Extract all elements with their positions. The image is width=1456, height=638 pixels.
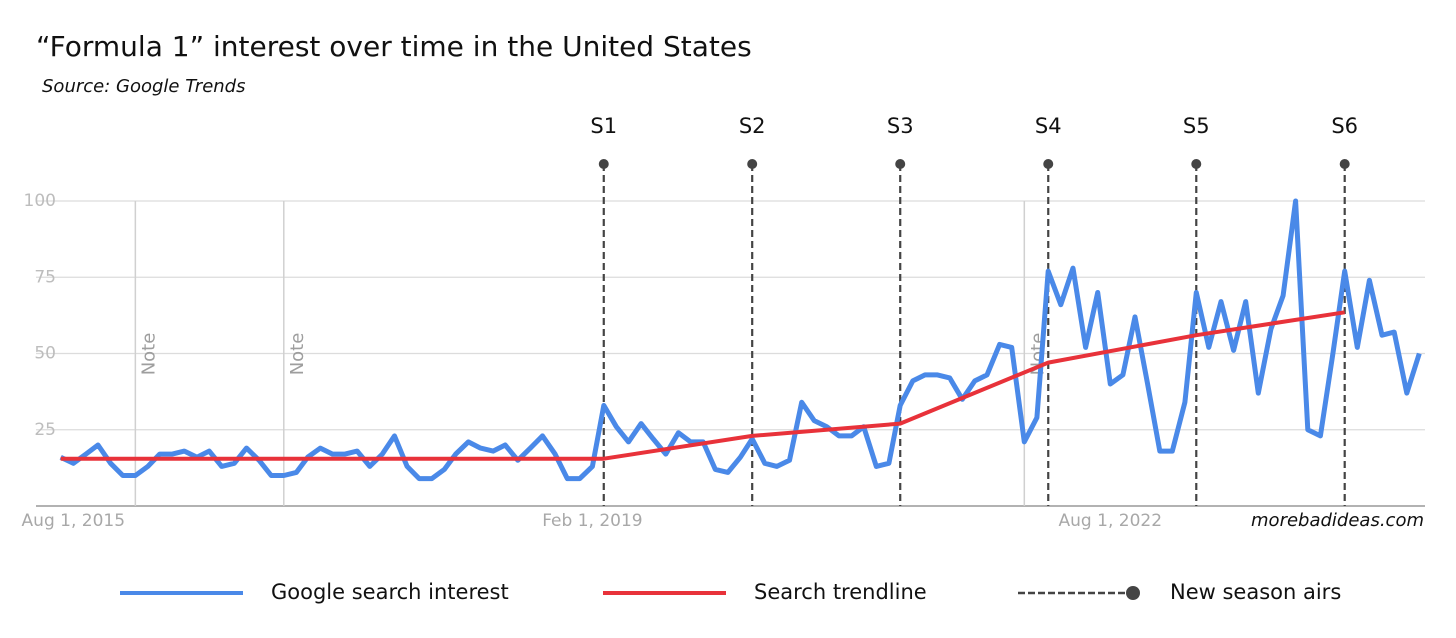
y-tick-label: 50 <box>34 344 56 364</box>
note-label: Note <box>287 333 308 376</box>
season-label: S6 <box>1331 114 1358 138</box>
note-label: Note <box>138 333 159 376</box>
legend-label: Google search interest <box>271 580 509 604</box>
season-dot <box>1043 159 1054 169</box>
series-line <box>60 310 1346 461</box>
legend-swatch-dot <box>1126 586 1140 600</box>
season-dot <box>598 159 609 169</box>
y-tick-label: 75 <box>34 267 56 287</box>
legend-label: New season airs <box>1170 580 1341 604</box>
chart-title: “Formula 1” interest over time in the Un… <box>36 30 752 63</box>
season-label: S2 <box>739 114 766 138</box>
series-line <box>59 198 1422 482</box>
x-tick-label: Aug 1, 2015 <box>22 511 126 531</box>
season-dot <box>747 159 758 169</box>
season-label: S5 <box>1183 114 1210 138</box>
x-tick-label: Aug 1, 2022 <box>1059 511 1163 531</box>
season-label: S1 <box>590 114 617 138</box>
chart-subtitle: Source: Google Trends <box>42 76 245 97</box>
y-tick-label: 100 <box>24 191 56 211</box>
x-tick-label: Feb 1, 2019 <box>542 511 642 531</box>
season-label: S4 <box>1035 114 1062 138</box>
legend-label: Search trendline <box>754 580 927 604</box>
watermark: morebadideas.com <box>1251 510 1424 531</box>
y-tick-label: 25 <box>34 420 56 440</box>
season-dot <box>1339 159 1350 169</box>
season-dot <box>1191 159 1202 169</box>
season-label: S3 <box>887 114 914 138</box>
season-dot <box>895 159 906 169</box>
